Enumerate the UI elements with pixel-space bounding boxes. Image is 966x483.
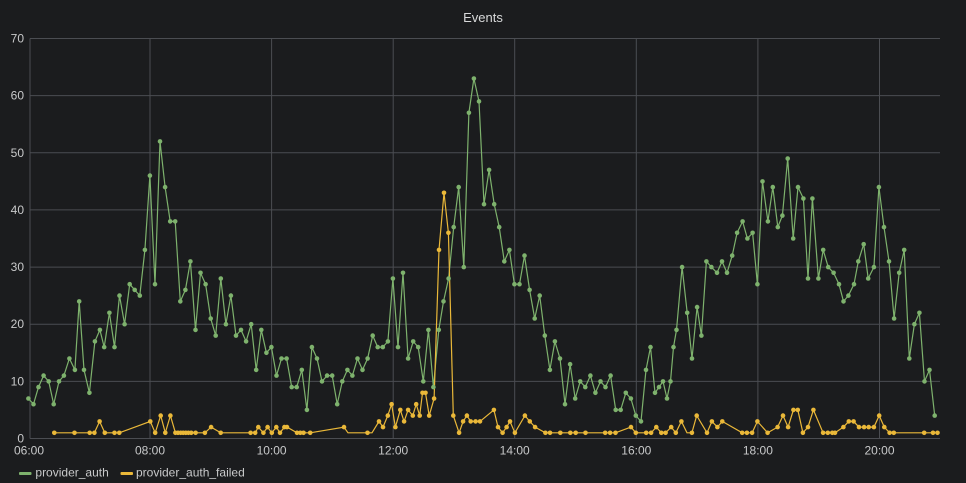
svg-text:0: 0 [17, 432, 24, 446]
svg-text:06:00: 06:00 [14, 444, 44, 458]
svg-text:20: 20 [11, 317, 25, 331]
svg-text:30: 30 [11, 260, 25, 274]
svg-text:18:00: 18:00 [743, 444, 773, 458]
svg-text:12:00: 12:00 [378, 444, 408, 458]
svg-text:16:00: 16:00 [621, 444, 651, 458]
svg-text:10:00: 10:00 [257, 444, 287, 458]
svg-text:Events: Events [463, 10, 503, 25]
svg-text:40: 40 [11, 203, 25, 217]
svg-text:50: 50 [11, 146, 25, 160]
svg-text:provider_auth_failed: provider_auth_failed [136, 466, 245, 480]
svg-text:60: 60 [11, 89, 25, 103]
svg-text:10: 10 [11, 374, 25, 388]
svg-text:08:00: 08:00 [135, 444, 165, 458]
svg-text:20:00: 20:00 [864, 444, 894, 458]
svg-text:14:00: 14:00 [500, 444, 530, 458]
svg-text:provider_auth: provider_auth [35, 466, 108, 480]
svg-text:70: 70 [11, 32, 25, 46]
